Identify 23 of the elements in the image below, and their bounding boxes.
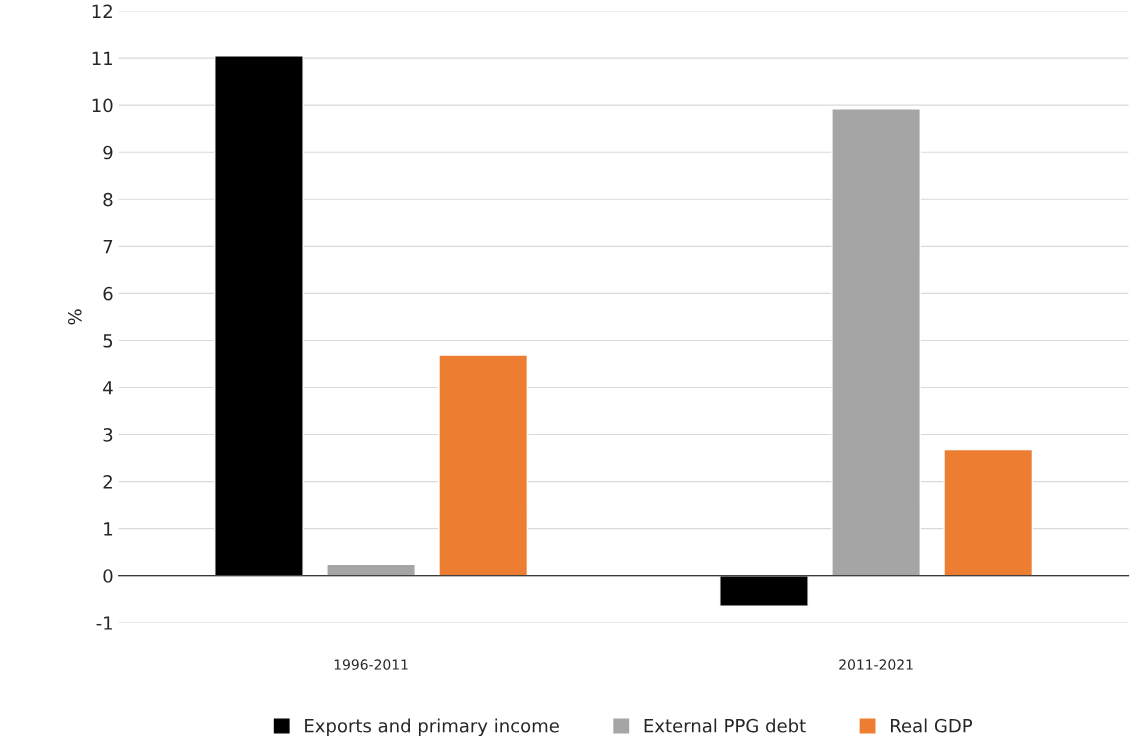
y-tick-label: 5 <box>103 334 113 348</box>
y-tick-label: 12 <box>92 4 112 18</box>
y-tick-label: 11 <box>92 51 113 65</box>
bar <box>438 354 529 577</box>
bar <box>831 108 921 577</box>
y-tick-label: 4 <box>103 381 113 395</box>
y-tick-label: 3 <box>103 428 113 442</box>
x-tick-label: 2011-2021 <box>839 659 913 670</box>
y-tick-label: 8 <box>103 192 113 207</box>
y-tick-label: 10 <box>92 98 113 113</box>
y-tick-label: 0 <box>103 569 113 583</box>
y-tick-label: 1 <box>104 522 113 536</box>
legend-label: Real GDP <box>891 718 973 733</box>
x-tick-label: 1996-2011 <box>334 659 408 670</box>
y-tick-label: 7 <box>103 240 113 254</box>
y-axis-title: % <box>68 309 82 325</box>
y-tick-label: -1 <box>96 616 113 630</box>
legend-label: Exports and primary income <box>305 718 559 737</box>
y-tick-label: 9 <box>103 145 113 160</box>
y-tick-label: 2 <box>103 475 112 489</box>
legend-label: External PPG debt <box>644 718 806 733</box>
bar <box>943 448 1034 577</box>
y-tick-label: 6 <box>103 286 113 301</box>
